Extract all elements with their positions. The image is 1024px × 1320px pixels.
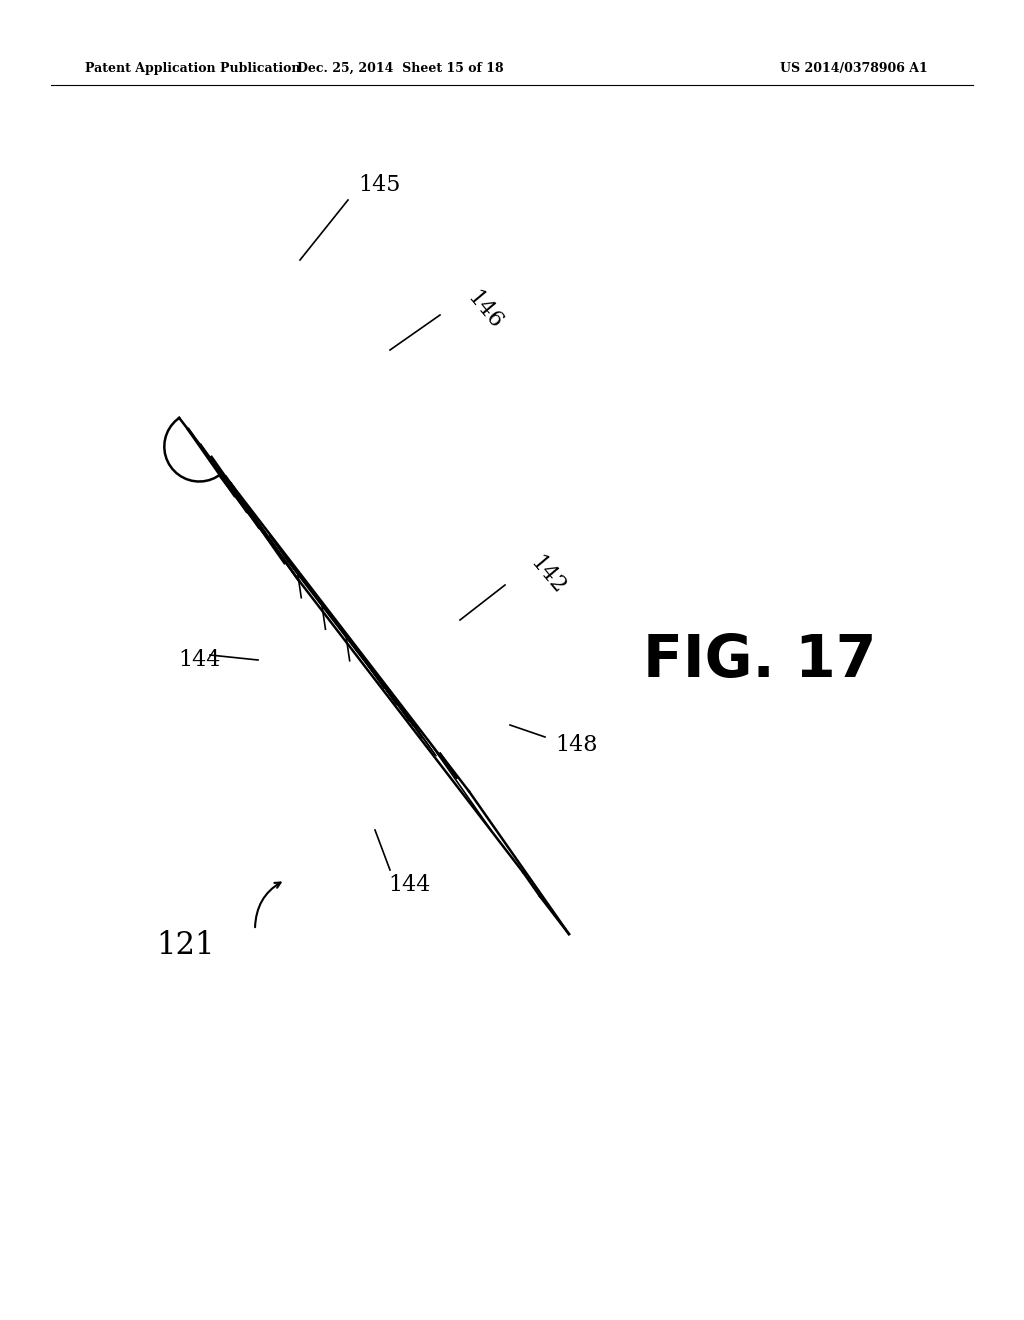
Text: 148: 148 [555,734,597,756]
Text: 144: 144 [178,649,220,671]
Text: Patent Application Publication: Patent Application Publication [85,62,300,75]
Text: 144: 144 [388,874,430,896]
Text: 121: 121 [157,929,215,961]
Text: 142: 142 [525,552,569,598]
Text: 146: 146 [462,286,506,334]
Text: 145: 145 [358,174,400,195]
Text: US 2014/0378906 A1: US 2014/0378906 A1 [780,62,928,75]
Text: Dec. 25, 2014  Sheet 15 of 18: Dec. 25, 2014 Sheet 15 of 18 [297,62,504,75]
Text: FIG. 17: FIG. 17 [643,631,877,689]
